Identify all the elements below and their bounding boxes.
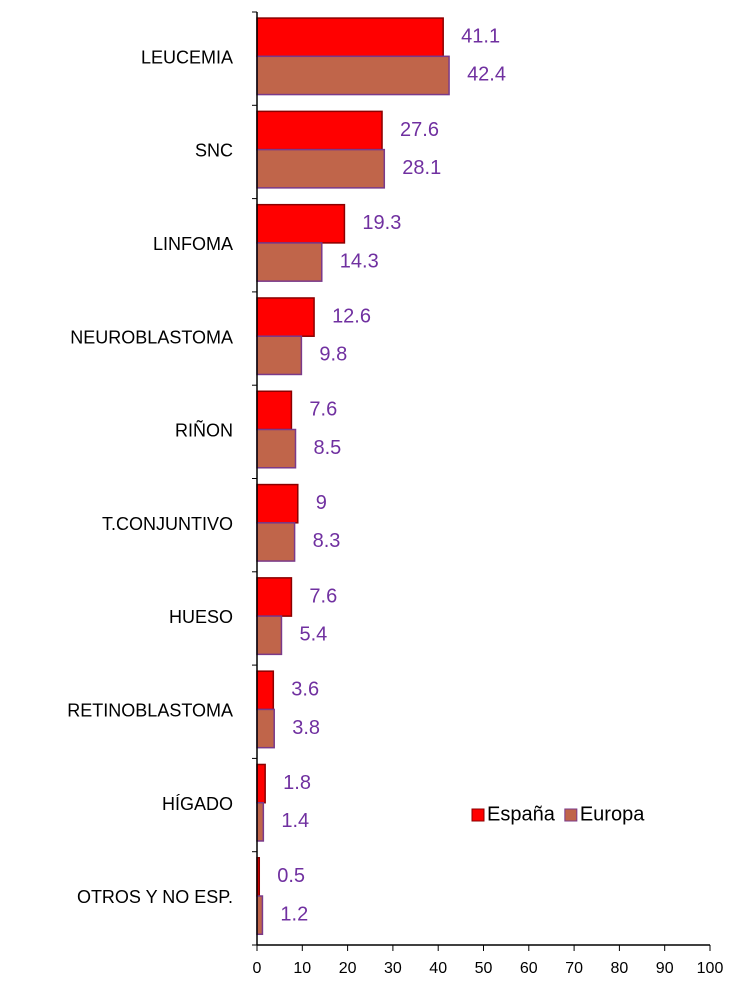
x-tick-label: 80	[611, 960, 629, 977]
y-tick-label: RIÑON	[175, 420, 233, 441]
x-tick-label: 10	[293, 960, 311, 977]
data-label: 1.4	[281, 810, 309, 832]
bar	[256, 801, 265, 842]
data-label: 12.6	[332, 305, 371, 327]
data-label: 41.1	[461, 25, 500, 47]
x-tick-label: 70	[565, 960, 583, 977]
x-tick-label: 0	[253, 960, 262, 977]
bar	[256, 297, 315, 337]
bar	[256, 110, 383, 151]
bar	[256, 577, 293, 617]
bar	[256, 670, 275, 711]
data-label: 7.6	[309, 399, 337, 421]
legend-swatch	[564, 808, 578, 822]
bar	[256, 522, 296, 562]
y-tick-label: HUESO	[169, 607, 233, 627]
y-tick-label: LINFOMA	[153, 234, 233, 254]
data-label: 8.5	[314, 437, 342, 459]
data-label: 0.5	[277, 865, 305, 887]
x-tick-label: 50	[475, 960, 493, 977]
bar	[256, 203, 346, 244]
legend-swatch	[471, 808, 485, 822]
x-tick-label: 60	[520, 960, 538, 977]
data-label: 5.4	[299, 624, 327, 646]
data-label: 9.8	[319, 344, 347, 366]
bar	[256, 763, 266, 804]
y-tick-label: SNC	[195, 141, 233, 161]
y-tick-label: OTROS Y NO ESP.	[77, 887, 233, 907]
bar	[256, 428, 297, 469]
data-label: 3.8	[292, 717, 320, 739]
bar	[256, 148, 386, 189]
legend-label: Europa	[580, 803, 645, 825]
bar	[256, 895, 264, 936]
bar	[256, 483, 299, 524]
data-label: 1.8	[283, 772, 311, 794]
y-tick-label: NEUROBLASTOMA	[70, 327, 233, 347]
data-label: 28.1	[402, 157, 441, 179]
data-label: 19.3	[362, 212, 401, 234]
data-label: 7.6	[309, 585, 337, 607]
y-tick-label: RETINOBLASTOMA	[67, 701, 233, 721]
legend-label: España	[487, 803, 556, 825]
y-tick-label: HÍGADO	[162, 794, 233, 814]
data-label: 27.6	[400, 119, 439, 141]
x-tick-label: 20	[339, 960, 357, 977]
bar	[256, 708, 275, 749]
data-label: 14.3	[340, 250, 379, 272]
data-label: 1.2	[280, 903, 308, 925]
data-label: 3.6	[291, 679, 319, 701]
bar	[256, 335, 303, 376]
y-tick-label: LEUCEMIA	[141, 47, 233, 67]
x-tick-label: 90	[656, 960, 674, 977]
bar	[256, 17, 444, 58]
data-label: 9	[316, 492, 327, 514]
x-tick-label: 30	[384, 960, 402, 977]
bar	[256, 55, 450, 96]
y-tick-label: T.CONJUNTIVO	[102, 514, 233, 534]
data-label: 42.4	[467, 64, 506, 86]
x-tick-label: 100	[697, 960, 724, 977]
x-tick-label: 40	[429, 960, 447, 977]
bar	[256, 615, 283, 656]
bar	[256, 390, 293, 431]
bar	[256, 242, 323, 282]
data-label: 8.3	[313, 530, 341, 552]
